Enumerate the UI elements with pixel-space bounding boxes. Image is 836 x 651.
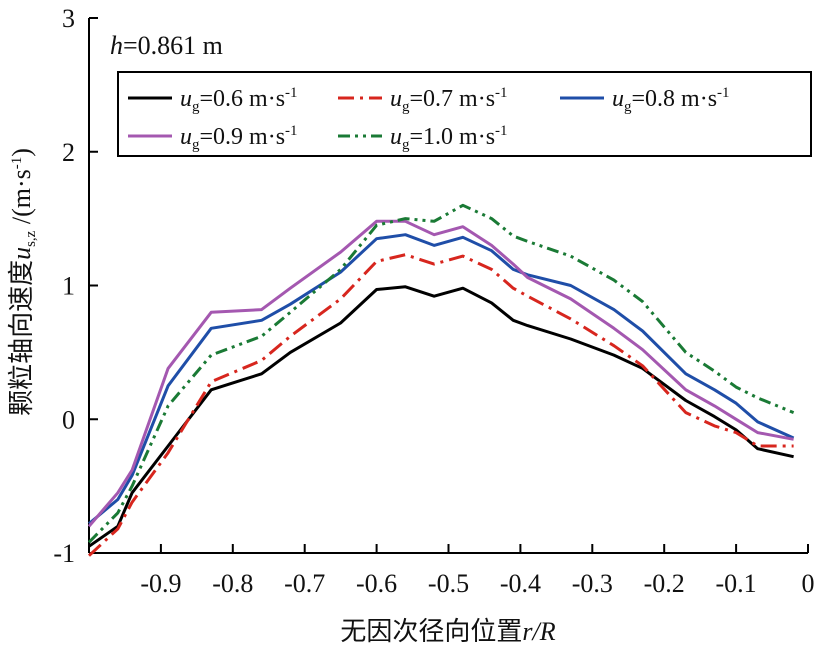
- x-tick-label: -0.6: [356, 569, 397, 598]
- legend-label-2: ug=0.7 m·s-1: [390, 85, 508, 115]
- x-tick-label: -0.9: [140, 569, 181, 598]
- y-axis-title: 颗粒轴向速度us,z /(m·s-1): [7, 148, 39, 416]
- y-tick-label: -1: [53, 539, 75, 568]
- y-tick-label: 1: [62, 272, 75, 301]
- legend-label-4: ug=0.9 m·s-1: [180, 123, 298, 153]
- x-tick-label: -0.7: [284, 569, 325, 598]
- series-line-2: [87, 253, 794, 557]
- legend-label-5: ug=1.0 m·s-1: [390, 123, 508, 153]
- series-line-3: [88, 233, 795, 525]
- x-tick-label: 0: [802, 569, 815, 598]
- x-tick-label: -0.2: [644, 569, 685, 598]
- series-line-1: [88, 285, 794, 548]
- x-tick-label: -0.1: [716, 569, 757, 598]
- x-tick-label: -0.4: [500, 569, 541, 598]
- x-tick-label: -0.8: [212, 569, 253, 598]
- y-tick-label: 2: [62, 138, 75, 167]
- axes-layer: [88, 17, 812, 554]
- series-line-5: [87, 203, 795, 544]
- height-annotation: h=0.861 m: [110, 31, 223, 60]
- legend-label-1: ug=0.6 m·s-1: [180, 85, 298, 115]
- x-axis-title: 无因次径向位置r/R: [340, 617, 555, 647]
- series-line-4: [87, 219, 794, 528]
- y-tick-label: 0: [62, 405, 75, 434]
- text-layer: -0.9 -0.8 -0.7 -0.6 -0.5 -0.4 -0.3 -0.2 -0.1 0 -1 0…: [7, 4, 815, 647]
- x-tick-label: -0.3: [572, 569, 613, 598]
- x-tick-label: -0.5: [428, 569, 469, 598]
- legend-label-3: ug=0.8 m·s-1: [612, 85, 730, 115]
- series-layer: [87, 203, 795, 557]
- y-tick-label: 3: [62, 4, 75, 33]
- legend-box: [117, 71, 812, 157]
